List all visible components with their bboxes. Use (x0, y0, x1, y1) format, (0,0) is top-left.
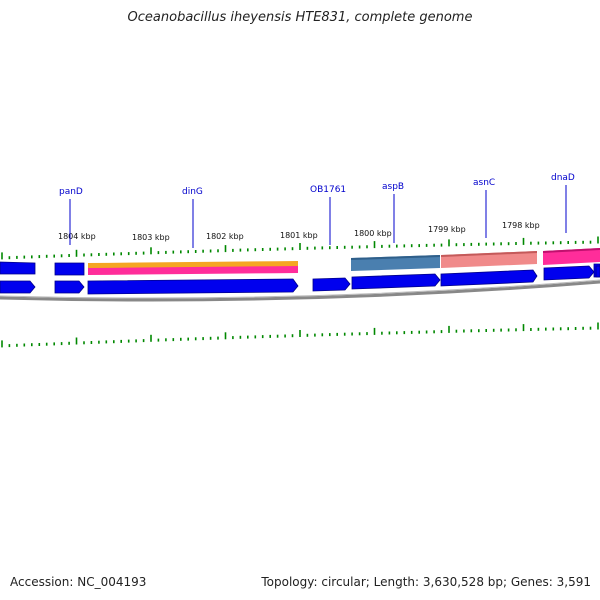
gene-track-upper (0, 261, 600, 278)
gene-arrow-1 (0, 280, 36, 294)
genome-backbone-highlight (0, 279, 600, 299)
cog-segment-ding-pink (88, 266, 298, 275)
scale-label-1803: 1803 kbp (132, 233, 170, 242)
scale-label-1798: 1798 kbp (502, 221, 540, 230)
map-title: Oceanobacillus iheyensis HTE831, complet… (127, 10, 473, 25)
gene-label-pand: panD (59, 187, 83, 197)
scale-label-1804: 1804 kbp (58, 232, 96, 241)
gene-label-ob1761: OB1761 (310, 185, 346, 195)
genome-backbone (0, 280, 600, 302)
gene-labels: panD dinG OB1761 aspB asnC dnaD (59, 173, 575, 248)
cog-segment-dnad-shadow (543, 248, 600, 253)
gene-block-upper-1 (0, 261, 36, 275)
scale-label-1802: 1802 kbp (206, 232, 244, 241)
gene-block-upper-2 (54, 262, 85, 276)
gene-arrow-ob1761 (312, 277, 351, 292)
gene-label-dnad: dnaD (551, 173, 575, 183)
cog-segment-asnc-shadow (441, 251, 537, 257)
gene-label-ding: dinG (182, 187, 203, 197)
gene-arrow-aspb (351, 273, 441, 290)
topology-text: Topology: circular; Length: 3,630,528 bp… (261, 575, 591, 589)
scale-ticks-bottom (1, 322, 599, 348)
scale-ticks-top (1, 236, 599, 260)
scale-label-1800: 1800 kbp (354, 229, 392, 238)
gene-label-aspb: aspB (382, 182, 404, 192)
gene-arrow-dnad (543, 265, 595, 281)
accession-text: Accession: NC_004193 (10, 575, 147, 589)
gene-arrow-edge (595, 265, 600, 278)
gene-arrow-asnc (440, 269, 538, 287)
gene-track-lower (0, 265, 600, 295)
scale-label-1801: 1801 kbp (280, 231, 318, 240)
gene-arrow-ding (87, 278, 299, 295)
cog-segment-aspb-shadow (351, 255, 440, 260)
gene-arrow-2 (54, 280, 85, 294)
scale-labels: 1804 kbp 1803 kbp 1802 kbp 1801 kbp 1800… (58, 221, 540, 242)
cog-track (88, 248, 600, 275)
scale-label-1799: 1799 kbp (428, 225, 466, 234)
gene-label-asnc: asnC (473, 178, 495, 188)
